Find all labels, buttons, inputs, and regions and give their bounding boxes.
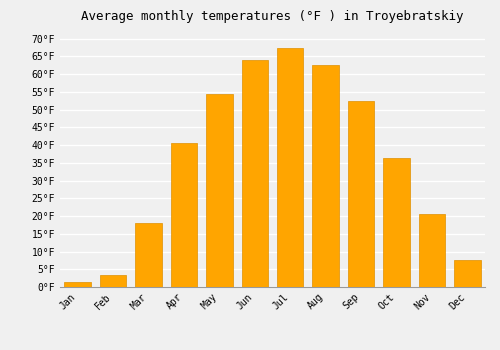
Bar — [242, 60, 268, 287]
Bar — [348, 101, 374, 287]
Bar — [206, 94, 233, 287]
Bar — [64, 282, 91, 287]
Bar — [100, 275, 126, 287]
Bar — [418, 214, 445, 287]
Bar — [277, 48, 303, 287]
Bar — [454, 260, 480, 287]
Bar — [383, 158, 409, 287]
Title: Average monthly temperatures (°F ) in Troyebratskiy: Average monthly temperatures (°F ) in Tr… — [81, 10, 464, 23]
Bar — [312, 65, 339, 287]
Bar — [136, 223, 162, 287]
Bar — [170, 143, 197, 287]
